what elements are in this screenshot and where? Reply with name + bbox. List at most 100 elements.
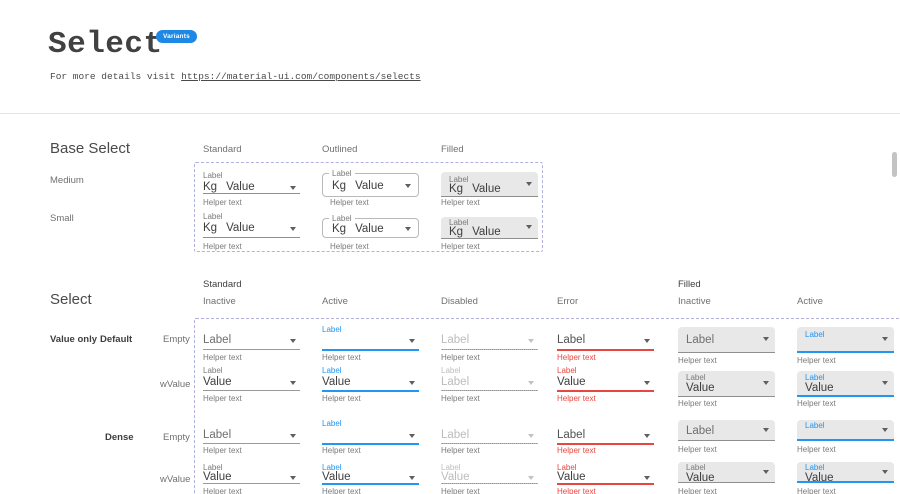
select-value: Value: [557, 471, 586, 483]
select-input[interactable]: Label Value: [797, 371, 894, 397]
select-input[interactable]: Label: [441, 429, 538, 442]
adornment-kg: Kg: [203, 222, 218, 234]
select-input[interactable]: Label: [203, 334, 300, 348]
select-input[interactable]: Label Kg Value: [441, 217, 538, 239]
helper-text: Helper text: [441, 242, 480, 251]
select-value: Value: [805, 382, 834, 394]
select-filled-active: Label Helper text: [797, 327, 894, 368]
select-input[interactable]: Label: [797, 420, 894, 441]
select-input[interactable]: Label: [678, 327, 775, 353]
row-content-empty-dense: Empty: [163, 432, 190, 443]
select-input[interactable]: Label: [797, 327, 894, 353]
helper-text: Helper text: [441, 353, 480, 362]
dropdown-arrow-icon: [882, 469, 888, 474]
dropdown-arrow-icon: [882, 381, 888, 385]
select-standard-inactive: Label Helper text: [203, 326, 300, 365]
select-standard-inactive: Label Value Helper text: [203, 464, 300, 494]
dropdown-arrow-icon: [526, 225, 532, 229]
input-label: Label: [557, 366, 577, 375]
select-input[interactable]: Value: [322, 471, 419, 484]
select-value: Value: [557, 376, 586, 388]
select-input[interactable]: Label Value: [678, 462, 775, 484]
select-value: Value: [441, 471, 470, 483]
select-input[interactable]: Label Kg Value: [441, 172, 538, 197]
select-input[interactable]: Label: [441, 376, 538, 390]
select-value: Label: [686, 334, 715, 346]
select-underline: [203, 443, 300, 444]
select-input[interactable]: Value: [441, 471, 538, 484]
select-standard-error: Label Value Helper text: [557, 464, 654, 494]
select-input[interactable]: Label: [557, 334, 654, 348]
input-label: Label: [203, 212, 223, 221]
select-input[interactable]: [322, 334, 419, 348]
base-select-outlined: Label Kg Value Helper text: [322, 213, 419, 254]
select-value: Label: [441, 334, 470, 346]
state-header-standard-disabled: Disabled: [441, 296, 478, 307]
helper-text: Helper text: [678, 399, 717, 408]
select-standard-active: Label Helper text: [322, 420, 419, 458]
select-filled-active: Label Value Helper text: [797, 371, 894, 411]
state-header-standard-active: Active: [322, 296, 348, 307]
select-standard-active: Label Helper text: [322, 326, 419, 365]
dropdown-arrow-icon: [290, 434, 296, 438]
helper-text: Helper text: [557, 394, 596, 403]
select-standard-disabled: Label Helper text: [441, 420, 538, 458]
select-input[interactable]: Label: [557, 429, 654, 442]
select-standard-error: Label Helper text: [557, 420, 654, 458]
select-input[interactable]: Label: [203, 429, 300, 442]
select-input[interactable]: Label Value: [797, 462, 894, 484]
dropdown-arrow-icon: [528, 381, 534, 385]
select-input[interactable]: Value: [557, 376, 654, 390]
helper-text: Helper text: [322, 394, 361, 403]
select-input[interactable]: Kg Value: [203, 222, 300, 236]
input-label: Label: [203, 366, 223, 375]
row-size-default: Default: [100, 334, 133, 345]
select-underline: [441, 483, 538, 484]
select-input[interactable]: Label: [678, 420, 775, 441]
column-header-filled: Filled: [441, 144, 464, 155]
adornment-kg: Kg: [449, 226, 464, 238]
base-select-filled: Label Kg Value Helper text: [441, 217, 538, 254]
select-group-outline: [194, 318, 900, 494]
select-input[interactable]: Kg Value: [203, 181, 300, 195]
dropdown-arrow-icon: [763, 337, 769, 341]
helper-text: Helper text: [330, 242, 369, 251]
vertical-scrollbar-thumb[interactable]: [892, 152, 897, 177]
helper-text: Helper text: [557, 487, 596, 494]
select-standard-inactive: Label Helper text: [203, 420, 300, 458]
input-label: Label: [686, 373, 706, 382]
select-standard-disabled: Label Helper text: [441, 326, 538, 365]
select-input[interactable]: Value: [203, 376, 300, 390]
base-select-group-outline: [194, 162, 543, 252]
select-standard-active: Label Value Helper text: [322, 464, 419, 494]
select-input[interactable]: Value: [203, 471, 300, 484]
helper-text: Helper text: [678, 445, 717, 454]
material-ui-link[interactable]: https://material-ui.com/components/selec…: [181, 71, 421, 82]
input-label: Label: [322, 463, 342, 472]
select-standard-error: Label Helper text: [557, 326, 654, 365]
select-standard-active: Label Value Helper text: [322, 367, 419, 406]
dropdown-arrow-icon: [528, 339, 534, 343]
dropdown-arrow-icon: [644, 434, 650, 438]
dropdown-arrow-icon: [409, 476, 415, 480]
dropdown-arrow-icon: [763, 381, 769, 385]
select-input[interactable]: Label Value: [678, 371, 775, 397]
base-select-standard: Label Kg Value Helper text: [203, 213, 300, 254]
select-underline: [203, 193, 300, 194]
select-heading: Select: [50, 291, 92, 308]
select-input[interactable]: [322, 429, 419, 442]
select-value: Value: [322, 471, 351, 483]
input-label: Label: [805, 421, 825, 430]
dropdown-arrow-icon: [882, 427, 888, 432]
dropdown-arrow-icon: [526, 181, 532, 186]
input-label: Label: [322, 419, 342, 428]
select-input[interactable]: Label Kg Value: [322, 215, 419, 238]
select-input[interactable]: Value: [322, 376, 419, 390]
select-value: Value: [805, 472, 834, 484]
select-value: Value: [686, 472, 715, 484]
group-header-standard: Standard: [203, 279, 242, 290]
select-input[interactable]: Label Kg Value: [322, 170, 419, 197]
select-input[interactable]: Label: [441, 334, 538, 348]
select-input[interactable]: Value: [557, 471, 654, 484]
